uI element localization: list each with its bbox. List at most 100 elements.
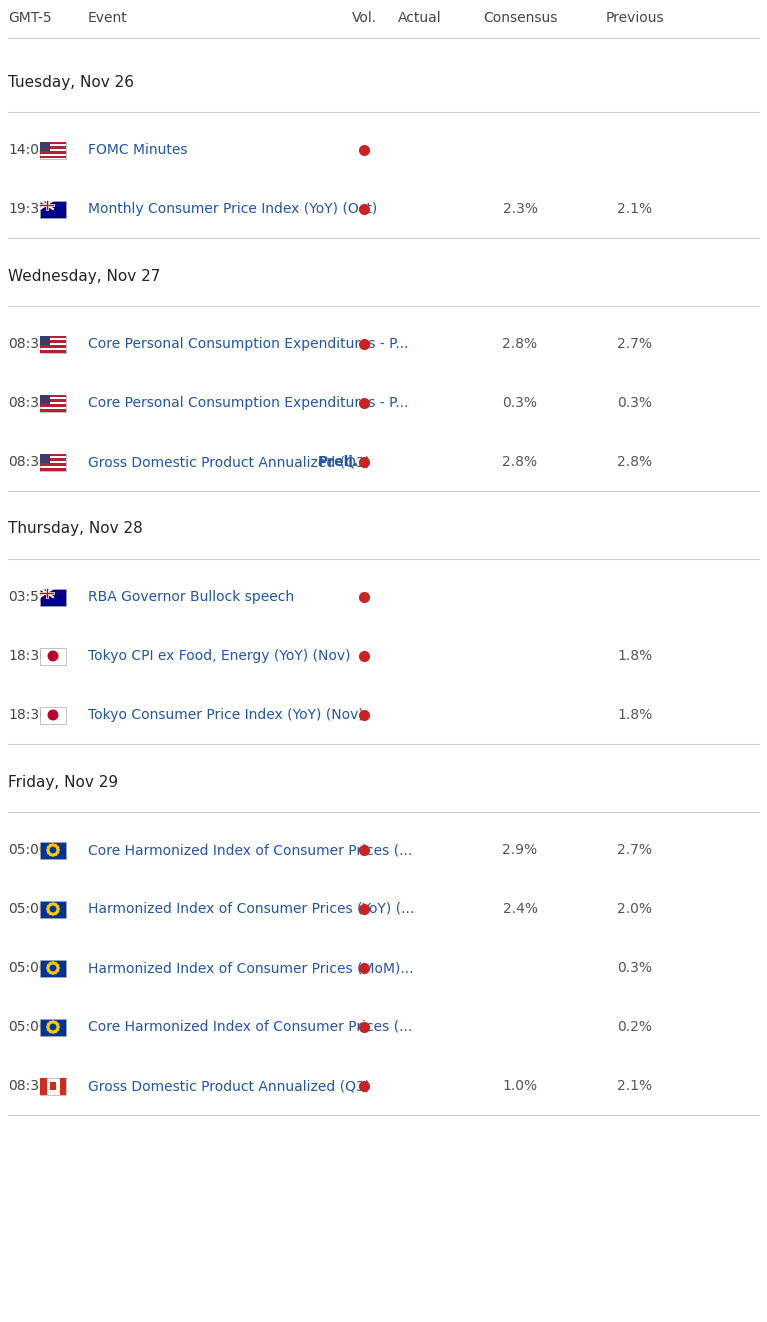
Circle shape [47, 849, 49, 851]
Text: 05:00: 05:00 [8, 902, 48, 916]
Text: 2.8%: 2.8% [502, 337, 538, 352]
Bar [40, 345, 66, 348]
Text: 05:00: 05:00 [8, 961, 48, 976]
Circle shape [47, 966, 49, 969]
Circle shape [54, 1030, 57, 1032]
Circle shape [56, 1029, 58, 1031]
Text: Core Personal Consumption Expenditures - P...: Core Personal Consumption Expenditures -… [88, 397, 409, 410]
Circle shape [57, 966, 59, 969]
Circle shape [48, 652, 58, 661]
Circle shape [57, 1026, 59, 1029]
Circle shape [56, 969, 58, 972]
Circle shape [48, 1023, 50, 1026]
Circle shape [52, 1031, 54, 1034]
Bar [40, 1018, 66, 1035]
Bar [40, 394, 51, 405]
Text: Vol.: Vol. [351, 11, 377, 25]
Text: Previous: Previous [606, 11, 664, 25]
Bar [40, 459, 66, 461]
Text: 0.3%: 0.3% [617, 397, 653, 410]
Circle shape [49, 962, 51, 965]
Circle shape [47, 908, 49, 910]
Text: 18:30: 18:30 [8, 649, 48, 664]
Text: 2.1%: 2.1% [617, 1079, 653, 1093]
Circle shape [52, 1021, 54, 1023]
Text: 1.0%: 1.0% [502, 1079, 538, 1093]
Text: 2.1%: 2.1% [617, 202, 653, 215]
Circle shape [49, 903, 51, 906]
Bar [40, 156, 66, 159]
Text: Wednesday, Nov 27: Wednesday, Nov 27 [8, 268, 160, 283]
Bar [40, 463, 66, 465]
Text: 14:00: 14:00 [8, 143, 48, 157]
Circle shape [48, 851, 50, 854]
Circle shape [57, 908, 59, 910]
Bar [40, 1077, 66, 1095]
Circle shape [52, 972, 54, 974]
Circle shape [56, 906, 58, 907]
Bar [40, 842, 66, 858]
Text: 05:00: 05:00 [8, 843, 48, 857]
Circle shape [48, 911, 50, 912]
Text: Gross Domestic Product Annualized (Q3): Gross Domestic Product Annualized (Q3) [88, 455, 370, 469]
Bar [40, 340, 66, 342]
Circle shape [56, 846, 58, 849]
Bar [40, 399, 66, 402]
Text: 08:30: 08:30 [8, 1079, 48, 1093]
Circle shape [54, 853, 57, 855]
Bar [40, 350, 66, 353]
Circle shape [54, 845, 57, 846]
Text: Thursday, Nov 28: Thursday, Nov 28 [8, 521, 143, 537]
Text: 1.8%: 1.8% [617, 709, 653, 722]
Circle shape [56, 851, 58, 854]
Circle shape [49, 1030, 51, 1032]
Bar [40, 394, 66, 411]
Circle shape [54, 912, 57, 915]
Bar [40, 468, 66, 471]
Circle shape [52, 962, 54, 964]
Text: Monthly Consumer Price Index (YoY) (Oct): Monthly Consumer Price Index (YoY) (Oct) [88, 202, 377, 215]
Text: 19:30: 19:30 [8, 202, 48, 215]
Bar [40, 336, 66, 353]
Circle shape [52, 854, 54, 857]
Circle shape [48, 1029, 50, 1031]
Text: 2.7%: 2.7% [617, 843, 653, 857]
Circle shape [54, 972, 57, 973]
Text: Tokyo Consumer Price Index (YoY) (Nov): Tokyo Consumer Price Index (YoY) (Nov) [88, 709, 364, 722]
Text: 2.9%: 2.9% [502, 843, 538, 857]
Text: 18:30: 18:30 [8, 709, 48, 722]
Text: 2.3%: 2.3% [502, 202, 538, 215]
Text: 0.2%: 0.2% [617, 1021, 653, 1034]
Text: 2.0%: 2.0% [617, 902, 653, 916]
Text: Actual: Actual [398, 11, 442, 25]
Bar [40, 151, 66, 153]
Bar [40, 648, 66, 665]
Circle shape [48, 710, 58, 719]
Bar [40, 408, 66, 411]
Text: 0.3%: 0.3% [502, 397, 538, 410]
Text: RBA Governor Bullock speech: RBA Governor Bullock speech [88, 590, 294, 604]
Circle shape [54, 962, 57, 965]
Bar [40, 394, 66, 397]
Text: Gross Domestic Product Annualized (Q3): Gross Domestic Product Annualized (Q3) [88, 1079, 370, 1093]
Text: Event: Event [88, 11, 128, 25]
Bar [40, 201, 66, 218]
Text: 1.8%: 1.8% [617, 649, 653, 664]
Circle shape [52, 843, 54, 846]
Bar [40, 453, 51, 463]
Bar [50, 1081, 56, 1091]
Bar [40, 453, 66, 456]
Text: Consensus: Consensus [482, 11, 557, 25]
Text: 0.3%: 0.3% [617, 961, 653, 976]
Circle shape [48, 906, 50, 907]
Circle shape [57, 849, 59, 851]
Circle shape [56, 1023, 58, 1026]
Bar [40, 141, 51, 151]
Text: 2.8%: 2.8% [502, 455, 538, 469]
Bar [40, 706, 66, 723]
Text: 2.4%: 2.4% [502, 902, 538, 916]
Text: GMT-5: GMT-5 [8, 11, 51, 25]
Bar [40, 453, 66, 471]
Text: Core Harmonized Index of Consumer Prices (...: Core Harmonized Index of Consumer Prices… [88, 1021, 412, 1034]
Text: Tokyo CPI ex Food, Energy (YoY) (Nov): Tokyo CPI ex Food, Energy (YoY) (Nov) [88, 649, 351, 664]
